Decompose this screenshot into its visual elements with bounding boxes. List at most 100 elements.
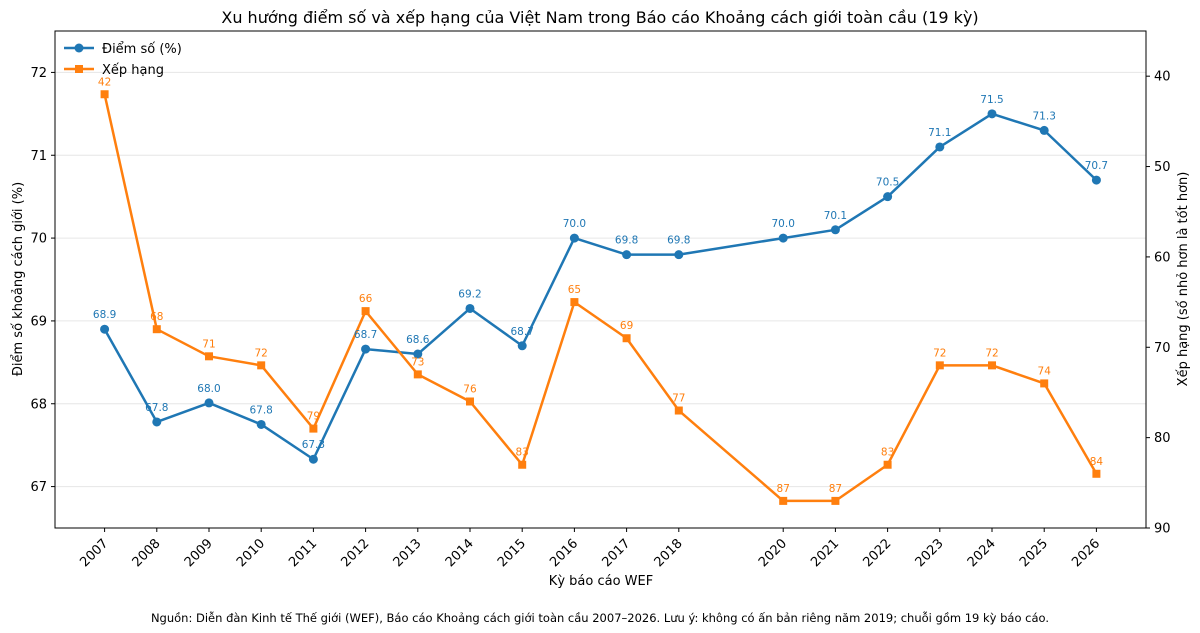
rank-data-label: 72 bbox=[933, 347, 946, 359]
y-left-tick-label: 69 bbox=[30, 314, 47, 329]
rank-data-label: 72 bbox=[985, 347, 998, 359]
rank-data-label: 65 bbox=[568, 284, 581, 296]
legend: Điểm số (%) Xếp hạng bbox=[64, 42, 182, 78]
score-point bbox=[1091, 175, 1101, 185]
rank-point bbox=[831, 496, 840, 505]
x-tick-label: 2011 bbox=[286, 536, 320, 570]
series-layer bbox=[100, 90, 1101, 505]
score-point bbox=[987, 109, 997, 119]
score-point bbox=[935, 142, 945, 152]
score-data-label: 67.3 bbox=[302, 439, 325, 451]
plot-area-frame bbox=[54, 30, 1147, 529]
source-footnote: Nguồn: Diễn đàn Kinh tế Thế giới (WEF), … bbox=[151, 611, 1049, 625]
x-tick-label: 2015 bbox=[495, 536, 529, 570]
score-point bbox=[674, 250, 684, 260]
score-point bbox=[256, 419, 266, 429]
y-right-tick-label: 80 bbox=[1154, 431, 1171, 446]
score-point bbox=[883, 192, 893, 202]
rank-point bbox=[152, 325, 161, 334]
score-point bbox=[569, 233, 579, 243]
x-tick-label: 2009 bbox=[182, 536, 216, 570]
rank-point bbox=[518, 460, 527, 469]
score-data-label: 69.2 bbox=[458, 288, 481, 300]
rank-point bbox=[204, 352, 213, 361]
x-tick-label: 2012 bbox=[338, 536, 372, 570]
y-left-tick-label: 72 bbox=[30, 66, 47, 81]
rank-data-label: 68 bbox=[150, 311, 163, 323]
rank-data-label: 66 bbox=[359, 293, 373, 305]
rank-point bbox=[570, 298, 579, 307]
x-tick-label: 2023 bbox=[913, 536, 947, 570]
score-point bbox=[204, 398, 214, 408]
x-axis: 2007 2008 2009 2010 2011 2012 2013 2014 2015 2016… bbox=[77, 528, 1103, 570]
rank-point bbox=[309, 424, 318, 433]
y-axis-right-title: Xếp hạng (số nhỏ hơn là tốt hơn) bbox=[1176, 172, 1191, 387]
score-data-label: 70.7 bbox=[1085, 160, 1108, 172]
rank-data-label: 71 bbox=[202, 338, 215, 350]
score-data-label: 67.8 bbox=[145, 402, 168, 414]
rank-point bbox=[622, 334, 631, 343]
x-axis-title: Kỳ báo cáo WEF bbox=[549, 574, 653, 589]
score-data-label: 70.0 bbox=[772, 218, 795, 230]
y-axis-left-title: Điểm số khoảng cách giới (%) bbox=[11, 182, 26, 376]
rank-data-label: 72 bbox=[255, 347, 268, 359]
rank-point bbox=[883, 460, 892, 469]
x-tick-label: 2017 bbox=[599, 536, 633, 570]
x-tick-label: 2013 bbox=[391, 536, 425, 570]
score-data-label: 69.8 bbox=[667, 235, 690, 247]
legend-marker-rank bbox=[75, 65, 83, 73]
x-tick-label: 2024 bbox=[965, 536, 999, 570]
rank-point bbox=[935, 361, 944, 370]
y-right-tick-label: 60 bbox=[1154, 250, 1171, 265]
score-data-label: 68.7 bbox=[354, 329, 377, 341]
x-tick-label: 2021 bbox=[808, 536, 842, 570]
rank-point bbox=[988, 361, 997, 370]
y-right-tick-label: 50 bbox=[1154, 160, 1171, 175]
score-data-label: 70.5 bbox=[876, 177, 899, 189]
gridlines bbox=[55, 71, 1146, 488]
rank-point bbox=[361, 307, 370, 316]
rank-point bbox=[1092, 469, 1101, 478]
x-tick-label: 2022 bbox=[860, 536, 894, 570]
rank-data-label: 84 bbox=[1090, 456, 1104, 468]
score-data-label: 68.9 bbox=[93, 309, 116, 321]
score-data-label: 71.5 bbox=[980, 94, 1003, 106]
y-axis-right: 40 50 60 70 80 90 bbox=[1146, 70, 1171, 537]
x-tick-label: 2018 bbox=[652, 536, 686, 570]
x-tick-label: 2007 bbox=[77, 536, 111, 570]
x-tick-label: 2020 bbox=[756, 536, 790, 570]
y-right-tick-label: 40 bbox=[1154, 70, 1171, 85]
score-point bbox=[308, 454, 318, 464]
x-tick-label: 2014 bbox=[443, 536, 477, 570]
score-data-label: 70.1 bbox=[824, 210, 847, 222]
y-left-tick-label: 70 bbox=[30, 232, 47, 247]
legend-label-rank: Xếp hạng bbox=[102, 63, 164, 78]
score-data-label: 71.3 bbox=[1033, 110, 1056, 122]
score-point bbox=[100, 324, 110, 334]
rank-data-label: 83 bbox=[516, 447, 529, 459]
score-data-label: 71.1 bbox=[928, 127, 951, 139]
score-point bbox=[778, 233, 788, 243]
score-data-label: 68.7 bbox=[511, 326, 534, 338]
rank-data-label: 87 bbox=[777, 483, 790, 495]
score-point bbox=[622, 250, 632, 260]
legend-marker-score bbox=[74, 43, 84, 53]
rank-data-label: 69 bbox=[620, 320, 633, 332]
rank-data-label: 77 bbox=[672, 393, 685, 405]
rank-data-label: 83 bbox=[881, 447, 894, 459]
x-tick-label: 2008 bbox=[130, 536, 164, 570]
rank-point bbox=[413, 370, 422, 379]
score-data-label: 68.0 bbox=[197, 383, 220, 395]
x-tick-label: 2016 bbox=[547, 536, 581, 570]
y-left-tick-label: 67 bbox=[30, 480, 47, 495]
rank-point bbox=[674, 406, 683, 415]
x-tick-label: 2010 bbox=[234, 536, 268, 570]
rank-point bbox=[1040, 379, 1049, 388]
rank-data-label: 42 bbox=[98, 76, 111, 88]
chart-title: Xu hướng điểm số và xếp hạng của Việt Na… bbox=[221, 8, 978, 27]
rank-point bbox=[257, 361, 266, 370]
rank-point bbox=[465, 397, 474, 406]
rank-point bbox=[100, 90, 109, 99]
rank-data-label: 73 bbox=[411, 356, 424, 368]
